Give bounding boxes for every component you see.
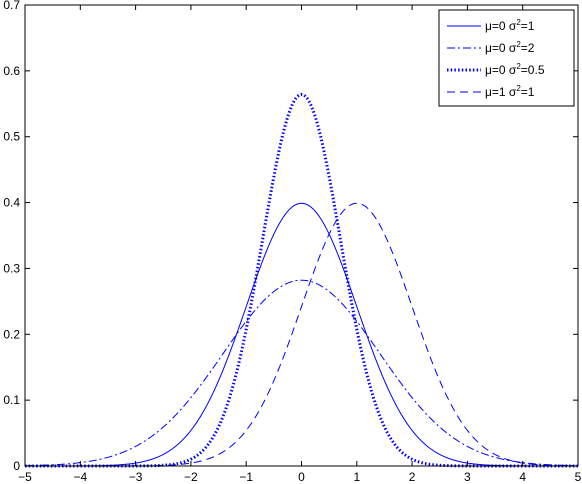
y-tick-label: 0.6 — [3, 64, 20, 78]
legend-label: μ=0 σ2=0.5 — [485, 62, 545, 77]
x-tick-label: 1 — [353, 470, 360, 484]
legend-label: μ=1 σ2=1 — [485, 84, 535, 99]
y-tick-label: 0.4 — [3, 196, 20, 210]
legend-label: μ=0 σ2=1 — [485, 18, 535, 33]
x-tick-label: −3 — [129, 470, 143, 484]
x-tick-label: −5 — [18, 470, 32, 484]
x-tick-label: 4 — [519, 470, 526, 484]
y-tick-label: 0.2 — [3, 327, 20, 341]
series-line-3 — [25, 92, 578, 468]
series-line-2 — [24, 279, 579, 467]
y-tick-label: 0.3 — [3, 261, 20, 275]
x-tick-label: 2 — [409, 470, 416, 484]
x-tick-label: −1 — [239, 470, 253, 484]
x-tick-label: 0 — [298, 470, 305, 484]
series-line-1 — [25, 202, 578, 467]
legend-label: μ=0 σ2=2 — [485, 40, 535, 55]
y-tick-label: 0.5 — [3, 130, 20, 144]
y-tick-label: 0.1 — [3, 393, 20, 407]
legend: μ=0 σ2=1 μ=0 σ2=2 μ=0 σ2=0.5 μ=1 σ2=1 — [438, 9, 575, 107]
y-tick-label: 0 — [13, 459, 20, 473]
x-tick-label: −2 — [184, 470, 198, 484]
x-tick-label: −4 — [73, 470, 87, 484]
x-tick-label: 3 — [464, 470, 471, 484]
axes: −5 −4 −3 −2 −1 0 1 2 3 4 5 0 0.1 0.2 0.3 0.4 0.5 0.6 0.7 — [3, 0, 581, 484]
x-tick-label: 5 — [575, 470, 582, 484]
plot-area — [24, 92, 579, 468]
y-tick-label: 0.7 — [3, 0, 20, 12]
series-line-4 — [25, 202, 579, 467]
